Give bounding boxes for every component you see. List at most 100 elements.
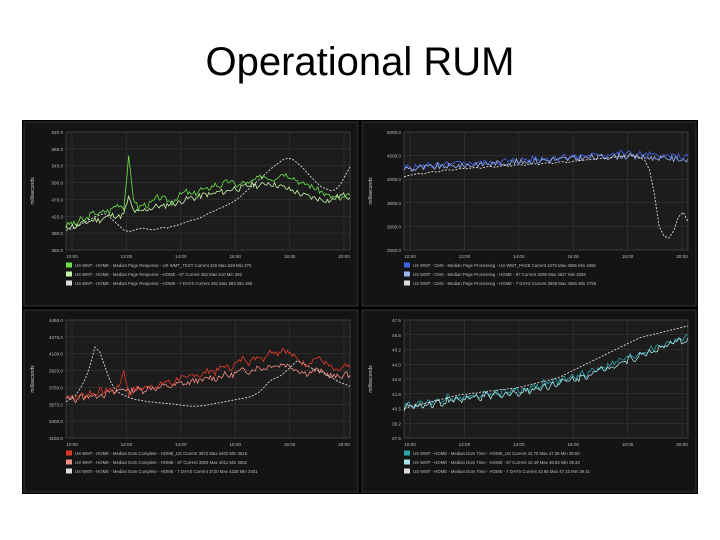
series-line-2: [65, 180, 351, 230]
y-tick-label: 4100.0: [49, 352, 63, 357]
series-line-2: [403, 337, 689, 412]
y-tick-label: 470.0: [52, 197, 64, 202]
plot-area: [65, 131, 351, 251]
y-tick-label: 500.0: [52, 181, 64, 186]
y-axis-label: milliseconds: [30, 365, 36, 393]
x-tick-label: 12:00: [459, 442, 471, 447]
series-line-2: [403, 152, 689, 173]
dashboard-charts: 620.0 585.0 545.0 500.0 470.0 425.0 390.0 350.0…: [23, 121, 697, 493]
y-tick-label: 3000.0: [387, 224, 401, 229]
y-tick-label: 425.0: [52, 214, 64, 219]
x-tick-label: 20:00: [338, 442, 350, 447]
y-tick-label: 3400.0: [49, 419, 63, 424]
x-tick-label: 20:00: [676, 442, 688, 447]
y-tick-label: 46.5: [392, 333, 401, 338]
x-tick-label: 14:00: [175, 254, 187, 259]
series-line-1: [65, 155, 351, 228]
y-tick-label: 4275.0: [49, 335, 63, 340]
x-tick-label: 18:00: [622, 254, 634, 259]
legend-entry: US WMT - HOME - Median Dom Complete - HO…: [75, 451, 248, 456]
y-tick-label: 39.2: [392, 421, 401, 426]
series-line-3: [403, 155, 689, 239]
legend-entry: US WMT - CMS - Median Page Processing - …: [413, 263, 596, 268]
x-tick-label: 14:00: [513, 442, 525, 447]
y-tick-label: 350.0: [52, 248, 64, 253]
y-tick-label: 620.0: [52, 130, 64, 135]
series-line-3: [65, 346, 351, 407]
legend-swatch: [66, 468, 72, 474]
y-tick-label: 40.5: [392, 407, 401, 412]
series-line-3: [403, 325, 689, 409]
legend-swatch: [66, 262, 72, 268]
x-tick-label: 14:00: [175, 442, 187, 447]
chart-panel-1: 620.0 585.0 545.0 500.0 470.0 425.0 390.0 350.0…: [23, 121, 359, 307]
slide-title: Operational RUM: [205, 40, 515, 84]
chart-panel-2: 5000.0 4500.0 4000.0 3500.0 3000.0 2500.010:0…: [361, 121, 697, 307]
x-tick-label: 10:00: [404, 442, 416, 447]
legend-swatch: [404, 271, 410, 277]
chart-panel-3: 4450.0 4275.0 4100.0 3925.0 3750.0 3575.0 3400…: [23, 309, 359, 493]
legend-swatch: [404, 280, 410, 286]
x-tick-label: 20:00: [338, 254, 350, 259]
y-tick-label: 545.0: [52, 164, 64, 169]
x-tick-label: 12:00: [121, 442, 133, 447]
x-tick-label: 12:00: [121, 254, 133, 259]
legend-swatch: [404, 262, 410, 268]
series-line-2: [65, 363, 351, 404]
x-tick-label: 10:00: [66, 442, 78, 447]
y-tick-label: 47.5: [392, 318, 401, 323]
legend-swatch: [66, 280, 72, 286]
y-axis-label: milliseconds: [368, 177, 374, 205]
legend-swatch: [66, 271, 72, 277]
series-line-3: [65, 157, 351, 233]
chart-panel-4: 47.5 46.5 45.2 44.0 42.8 41.6 40.5 39.2 37.510:0…: [361, 309, 697, 493]
y-tick-label: 44.0: [392, 362, 401, 367]
legend-entry: US WMT - HOME - Median Dom Time - HOME_U…: [413, 451, 580, 456]
legend-entry: US WMT - CMS - Median Page Processing - …: [413, 272, 586, 277]
x-tick-label: 16:00: [229, 442, 241, 447]
y-tick-label: 585.0: [52, 147, 64, 152]
legend-entry: US WMT - HOME - Median Page Response - U…: [75, 263, 252, 268]
legend-entry: US WMT - HOME - Median Page Response - H…: [75, 281, 253, 286]
y-tick-label: 3925.0: [49, 369, 63, 374]
x-tick-label: 18:00: [622, 442, 634, 447]
x-tick-label: 14:00: [513, 254, 525, 259]
x-tick-label: 12:00: [459, 254, 471, 259]
x-tick-label: 16:00: [567, 254, 579, 259]
legend-entry: US WMT - HOME - Median Dom Time - HOME -…: [413, 460, 580, 465]
y-tick-label: 2500.0: [387, 248, 401, 253]
y-tick-label: 390.0: [52, 231, 64, 236]
y-tick-label: 41.6: [392, 392, 401, 397]
y-tick-label: 37.5: [392, 436, 401, 441]
legend-entry: US WMT - HOME - Median Dom Complete - HO…: [75, 469, 258, 474]
dashboard: 620.0 585.0 545.0 500.0 470.0 425.0 390.0 350.0…: [22, 120, 698, 494]
x-tick-label: 20:00: [676, 254, 688, 259]
legend-entry: US WMT - HOME - Median Dom Complete - HO…: [75, 460, 248, 465]
x-tick-label: 10:00: [66, 254, 78, 259]
legend-entry: US WMT - HOME - Median Dom Time - HOME -…: [413, 469, 591, 474]
legend-swatch: [66, 450, 72, 456]
legend-entry: US WMT - HOME - Median Page Response - H…: [75, 272, 243, 277]
legend-swatch: [404, 459, 410, 465]
legend-entry: US WMT - CMS - Median Page Processing - …: [413, 281, 597, 286]
y-tick-label: 3500.0: [387, 201, 401, 206]
legend-swatch: [66, 459, 72, 465]
legend-swatch: [404, 468, 410, 474]
y-tick-label: 5000.0: [387, 130, 401, 135]
y-axis-label: milliseconds: [30, 177, 36, 205]
y-tick-label: 3575.0: [49, 402, 63, 407]
y-tick-label: 3150.0: [49, 436, 63, 441]
y-tick-label: 42.8: [392, 377, 401, 382]
x-tick-label: 18:00: [284, 442, 296, 447]
x-tick-label: 16:00: [229, 254, 241, 259]
y-tick-label: 3750.0: [49, 385, 63, 390]
plot-area: [403, 131, 689, 251]
y-axis-label: milliseconds: [368, 365, 374, 393]
x-tick-label: 10:00: [404, 254, 416, 259]
y-tick-label: 4000.0: [387, 177, 401, 182]
y-tick-label: 4450.0: [49, 318, 63, 323]
x-tick-label: 16:00: [567, 442, 579, 447]
x-tick-label: 18:00: [284, 254, 296, 259]
y-tick-label: 45.2: [392, 348, 401, 353]
y-tick-label: 4500.0: [387, 154, 401, 159]
